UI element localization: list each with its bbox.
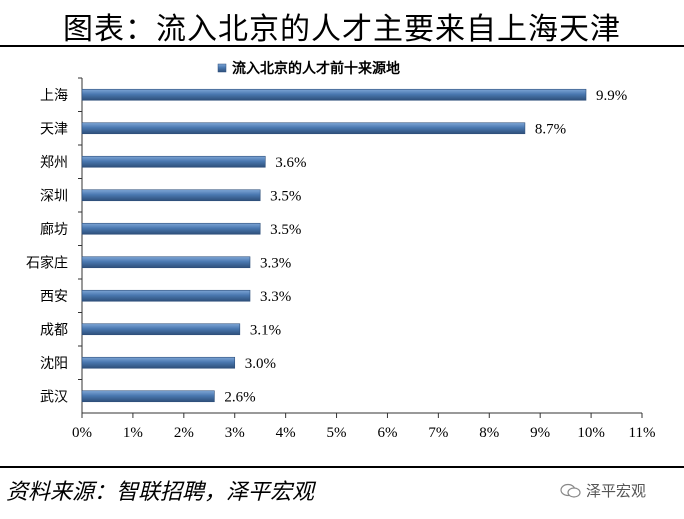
category-label: 成都 bbox=[40, 322, 68, 338]
category-label: 深圳 bbox=[40, 188, 68, 204]
bar bbox=[81, 122, 526, 135]
bar bbox=[81, 222, 261, 235]
x-tick-label: 6% bbox=[377, 425, 397, 441]
data-label: 3.5% bbox=[270, 222, 301, 238]
bar bbox=[81, 356, 236, 369]
bottom-divider bbox=[0, 466, 684, 468]
data-label: 3.5% bbox=[270, 188, 301, 204]
x-tick-label: 4% bbox=[276, 425, 296, 441]
bar bbox=[81, 323, 241, 336]
x-tick-label: 8% bbox=[479, 425, 499, 441]
data-label: 3.6% bbox=[275, 155, 306, 171]
x-tick-label: 5% bbox=[327, 425, 347, 441]
category-label: 西安 bbox=[40, 289, 68, 305]
data-label: 3.3% bbox=[260, 289, 291, 305]
source-note: 资料来源：智联招聘，泽平宏观 bbox=[6, 480, 315, 505]
category-label: 沈阳 bbox=[40, 356, 68, 372]
data-label: 3.0% bbox=[245, 356, 276, 372]
category-label: 武汉 bbox=[40, 389, 68, 405]
data-label: 8.7% bbox=[535, 121, 566, 137]
x-tick-label: 1% bbox=[123, 425, 143, 441]
bar bbox=[81, 88, 587, 101]
data-label: 9.9% bbox=[596, 88, 627, 104]
x-tick-label: 7% bbox=[428, 425, 448, 441]
legend-swatch bbox=[217, 63, 227, 73]
watermark: 泽平宏观 bbox=[560, 480, 646, 501]
data-label: 3.3% bbox=[260, 255, 291, 271]
bar bbox=[81, 155, 266, 168]
x-tick-label: 3% bbox=[225, 425, 245, 441]
watermark-text: 泽平宏观 bbox=[586, 482, 647, 500]
page-title: 图表：流入北京的人才主要来自上海天津 bbox=[63, 12, 621, 47]
category-label: 天津 bbox=[40, 121, 68, 137]
x-tick-label: 10% bbox=[577, 425, 605, 441]
category-label: 上海 bbox=[40, 88, 68, 104]
x-tick-label: 0% bbox=[72, 425, 92, 441]
bar bbox=[81, 390, 215, 403]
category-label: 石家庄 bbox=[26, 254, 68, 271]
data-label: 2.6% bbox=[224, 389, 255, 405]
bar bbox=[81, 256, 251, 269]
top-divider bbox=[0, 45, 684, 47]
legend-label: 流入北京的人才前十来源地 bbox=[232, 60, 400, 77]
x-tick-label: 11% bbox=[629, 425, 656, 441]
data-label: 3.1% bbox=[250, 322, 281, 338]
bar bbox=[81, 289, 251, 302]
category-label: 郑州 bbox=[40, 155, 68, 171]
x-tick-label: 9% bbox=[530, 425, 550, 441]
wechat-icon bbox=[560, 483, 581, 498]
category-label: 廊坊 bbox=[40, 221, 68, 238]
x-tick-label: 2% bbox=[174, 425, 194, 441]
bar bbox=[81, 189, 261, 202]
